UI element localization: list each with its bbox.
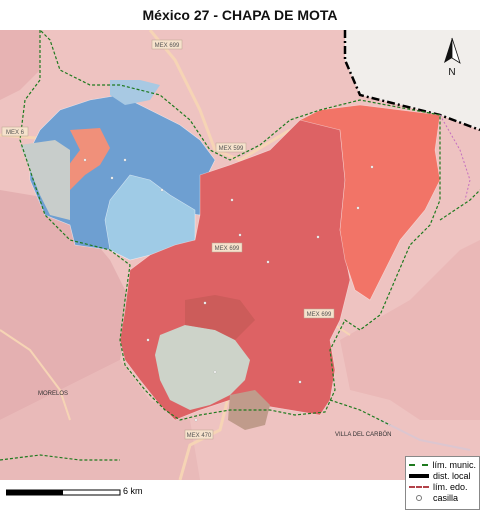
north-arrow-icon: N xyxy=(444,37,461,78)
municipal-limit-east xyxy=(439,189,480,221)
road-mex699-north xyxy=(148,29,291,162)
legend-item-municipal-limit: lím. munic. xyxy=(409,459,476,470)
legend-label: casilla xyxy=(433,492,459,503)
map-title: México 27 - CHAPA DE MOTA xyxy=(142,7,338,23)
dashed-green-line-icon xyxy=(409,463,429,466)
place-label-villa-del-carbon: VILLA DEL CARBÓN xyxy=(335,431,391,438)
municipal-limit xyxy=(19,28,441,421)
road-morelos xyxy=(0,329,71,421)
legend-label: lím. munic. xyxy=(432,459,476,470)
state-limit-secondary xyxy=(439,114,471,201)
svg-text:MEX 470: MEX 470 xyxy=(187,433,212,439)
svg-text:MEX 699: MEX 699 xyxy=(215,246,240,252)
road-label-4: MEX 699 xyxy=(211,242,243,253)
scale-bar: 6 km xyxy=(5,485,146,505)
svg-text:MEX 699: MEX 699 xyxy=(307,312,332,318)
legend-label: dist. local xyxy=(433,470,471,481)
district-salmon[interactable] xyxy=(65,128,110,190)
road-label-3: MEX 599 xyxy=(215,142,247,153)
water-body xyxy=(110,80,160,105)
svg-text:N: N xyxy=(448,67,455,78)
legend-item-casilla: casilla xyxy=(409,492,476,503)
region-nw xyxy=(0,30,40,100)
state-outside xyxy=(345,30,480,130)
road-label-1: MEX 699 xyxy=(151,39,183,50)
white-dot-icon xyxy=(409,494,429,501)
dashed-red-line-icon xyxy=(409,485,429,488)
road-east xyxy=(379,419,471,451)
road-label-6: MEX 470 xyxy=(184,429,214,440)
district-red-light[interactable] xyxy=(299,104,441,301)
svg-text:MEX 699: MEX 699 xyxy=(155,43,180,49)
region-southeast xyxy=(340,240,480,420)
district-gray-west[interactable] xyxy=(20,140,70,220)
thick-black-line-icon xyxy=(409,473,429,478)
map-area[interactable]: MEX 699 MEX 6 MEX 599 MEX 699 MEX 699 ME… xyxy=(0,28,480,510)
municipal-limit-southeast xyxy=(329,399,391,426)
legend: lím. munic. dist. local lím. edo. casill… xyxy=(405,456,480,510)
municipal-limit-south xyxy=(0,454,120,461)
map-canvas: MEX 699 MEX 6 MEX 599 MEX 699 MEX 699 ME… xyxy=(0,28,480,481)
road-label-5: MEX 699 xyxy=(303,308,335,319)
place-label-morelos: MORELOS xyxy=(38,391,68,397)
region-southwest xyxy=(0,360,200,480)
legend-label: lím. edo. xyxy=(433,481,468,492)
casilla-points xyxy=(83,158,374,422)
svg-text:MEX 6: MEX 6 xyxy=(6,130,25,136)
legend-item-local-district: dist. local xyxy=(409,470,476,481)
road-label-2: MEX 6 xyxy=(1,126,29,137)
legend-item-state-limit: lím. edo. xyxy=(409,481,476,492)
area-gray-center[interactable] xyxy=(155,325,250,410)
svg-text:MEX 599: MEX 599 xyxy=(219,146,244,152)
scale-label: 6 km xyxy=(123,486,143,496)
area-overlay xyxy=(185,295,255,340)
